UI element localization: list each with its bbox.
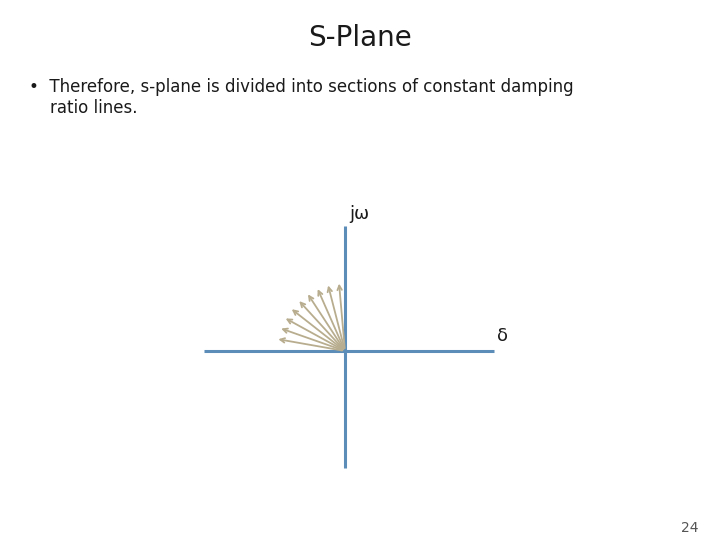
Text: •  Therefore, s-plane is divided into sections of constant damping
    ratio lin: • Therefore, s-plane is divided into sec… xyxy=(29,78,573,117)
Text: jω: jω xyxy=(350,205,370,222)
Text: δ: δ xyxy=(497,327,508,345)
Text: S-Plane: S-Plane xyxy=(308,24,412,52)
Text: 24: 24 xyxy=(681,521,698,535)
